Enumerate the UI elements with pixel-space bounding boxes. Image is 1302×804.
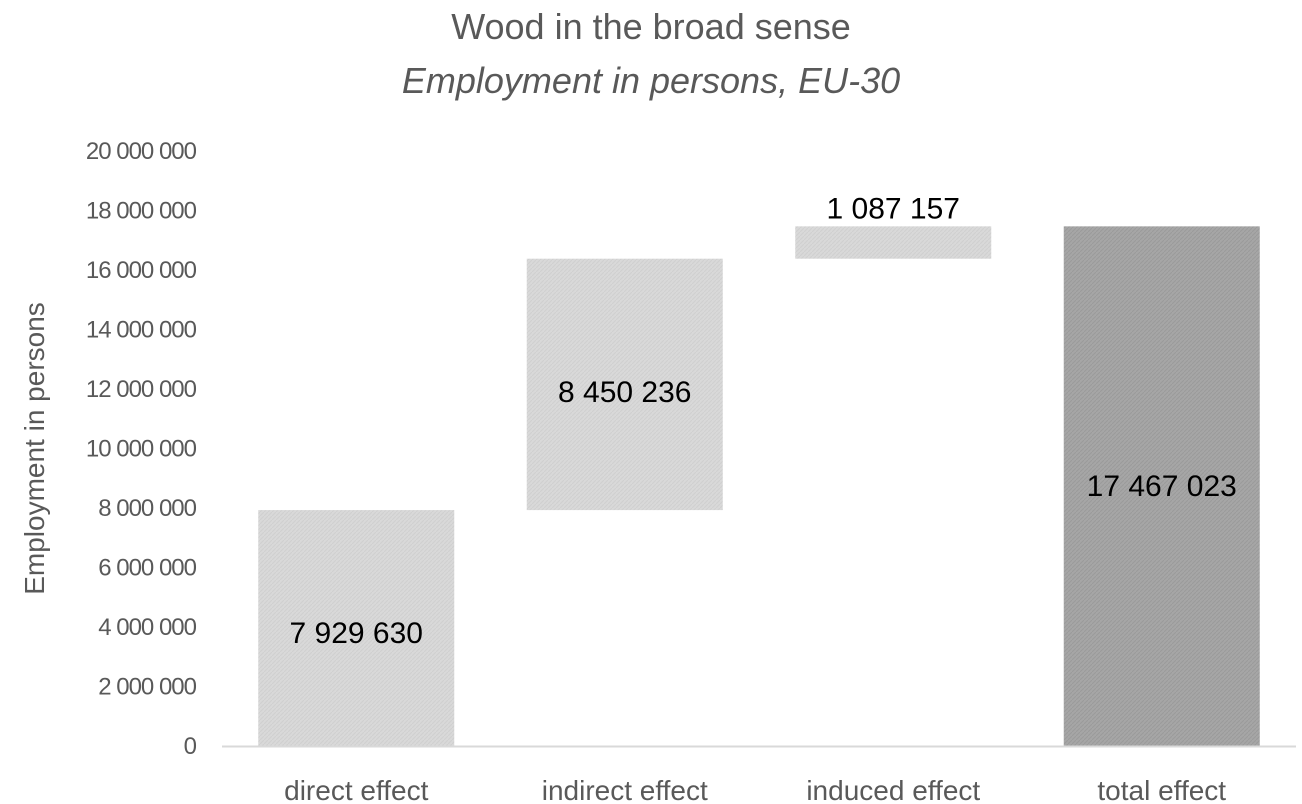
chart-subtitle: Employment in persons, EU-30: [401, 60, 901, 101]
bar-indirect-effect: [526, 258, 723, 511]
data-label: 8 450 236: [558, 376, 691, 409]
bar-induced-effect: [795, 226, 992, 259]
y-tick-label: 2 000 000: [98, 674, 196, 701]
y-tick-label: 4 000 000: [98, 614, 196, 641]
chart-title: Wood in the broad sense: [451, 6, 851, 47]
y-tick-label: 6 000 000: [98, 555, 196, 582]
y-tick-label: 0: [184, 733, 197, 760]
y-tick-label: 8 000 000: [98, 495, 196, 522]
data-label: 17 467 023: [1087, 470, 1237, 503]
data-label: 1 087 157: [827, 192, 960, 225]
y-tick-label: 18 000 000: [86, 198, 197, 225]
y-tick-label: 16 000 000: [86, 257, 197, 284]
y-axis-label: Employment in persons: [19, 302, 50, 595]
bar-total-effect: [1063, 226, 1260, 746]
y-tick-label: 20 000 000: [86, 138, 197, 165]
x-tick-label: induced effect: [806, 775, 980, 804]
data-label: 7 929 630: [290, 617, 423, 650]
y-tick-label: 14 000 000: [86, 317, 197, 344]
x-tick-label: direct effect: [284, 775, 428, 804]
y-tick-label: 12 000 000: [86, 376, 197, 403]
x-tick-label: total effect: [1097, 775, 1226, 804]
bar-direct-effect: [258, 510, 455, 746]
y-tick-label: 10 000 000: [86, 436, 197, 463]
x-tick-label: indirect effect: [542, 775, 708, 804]
